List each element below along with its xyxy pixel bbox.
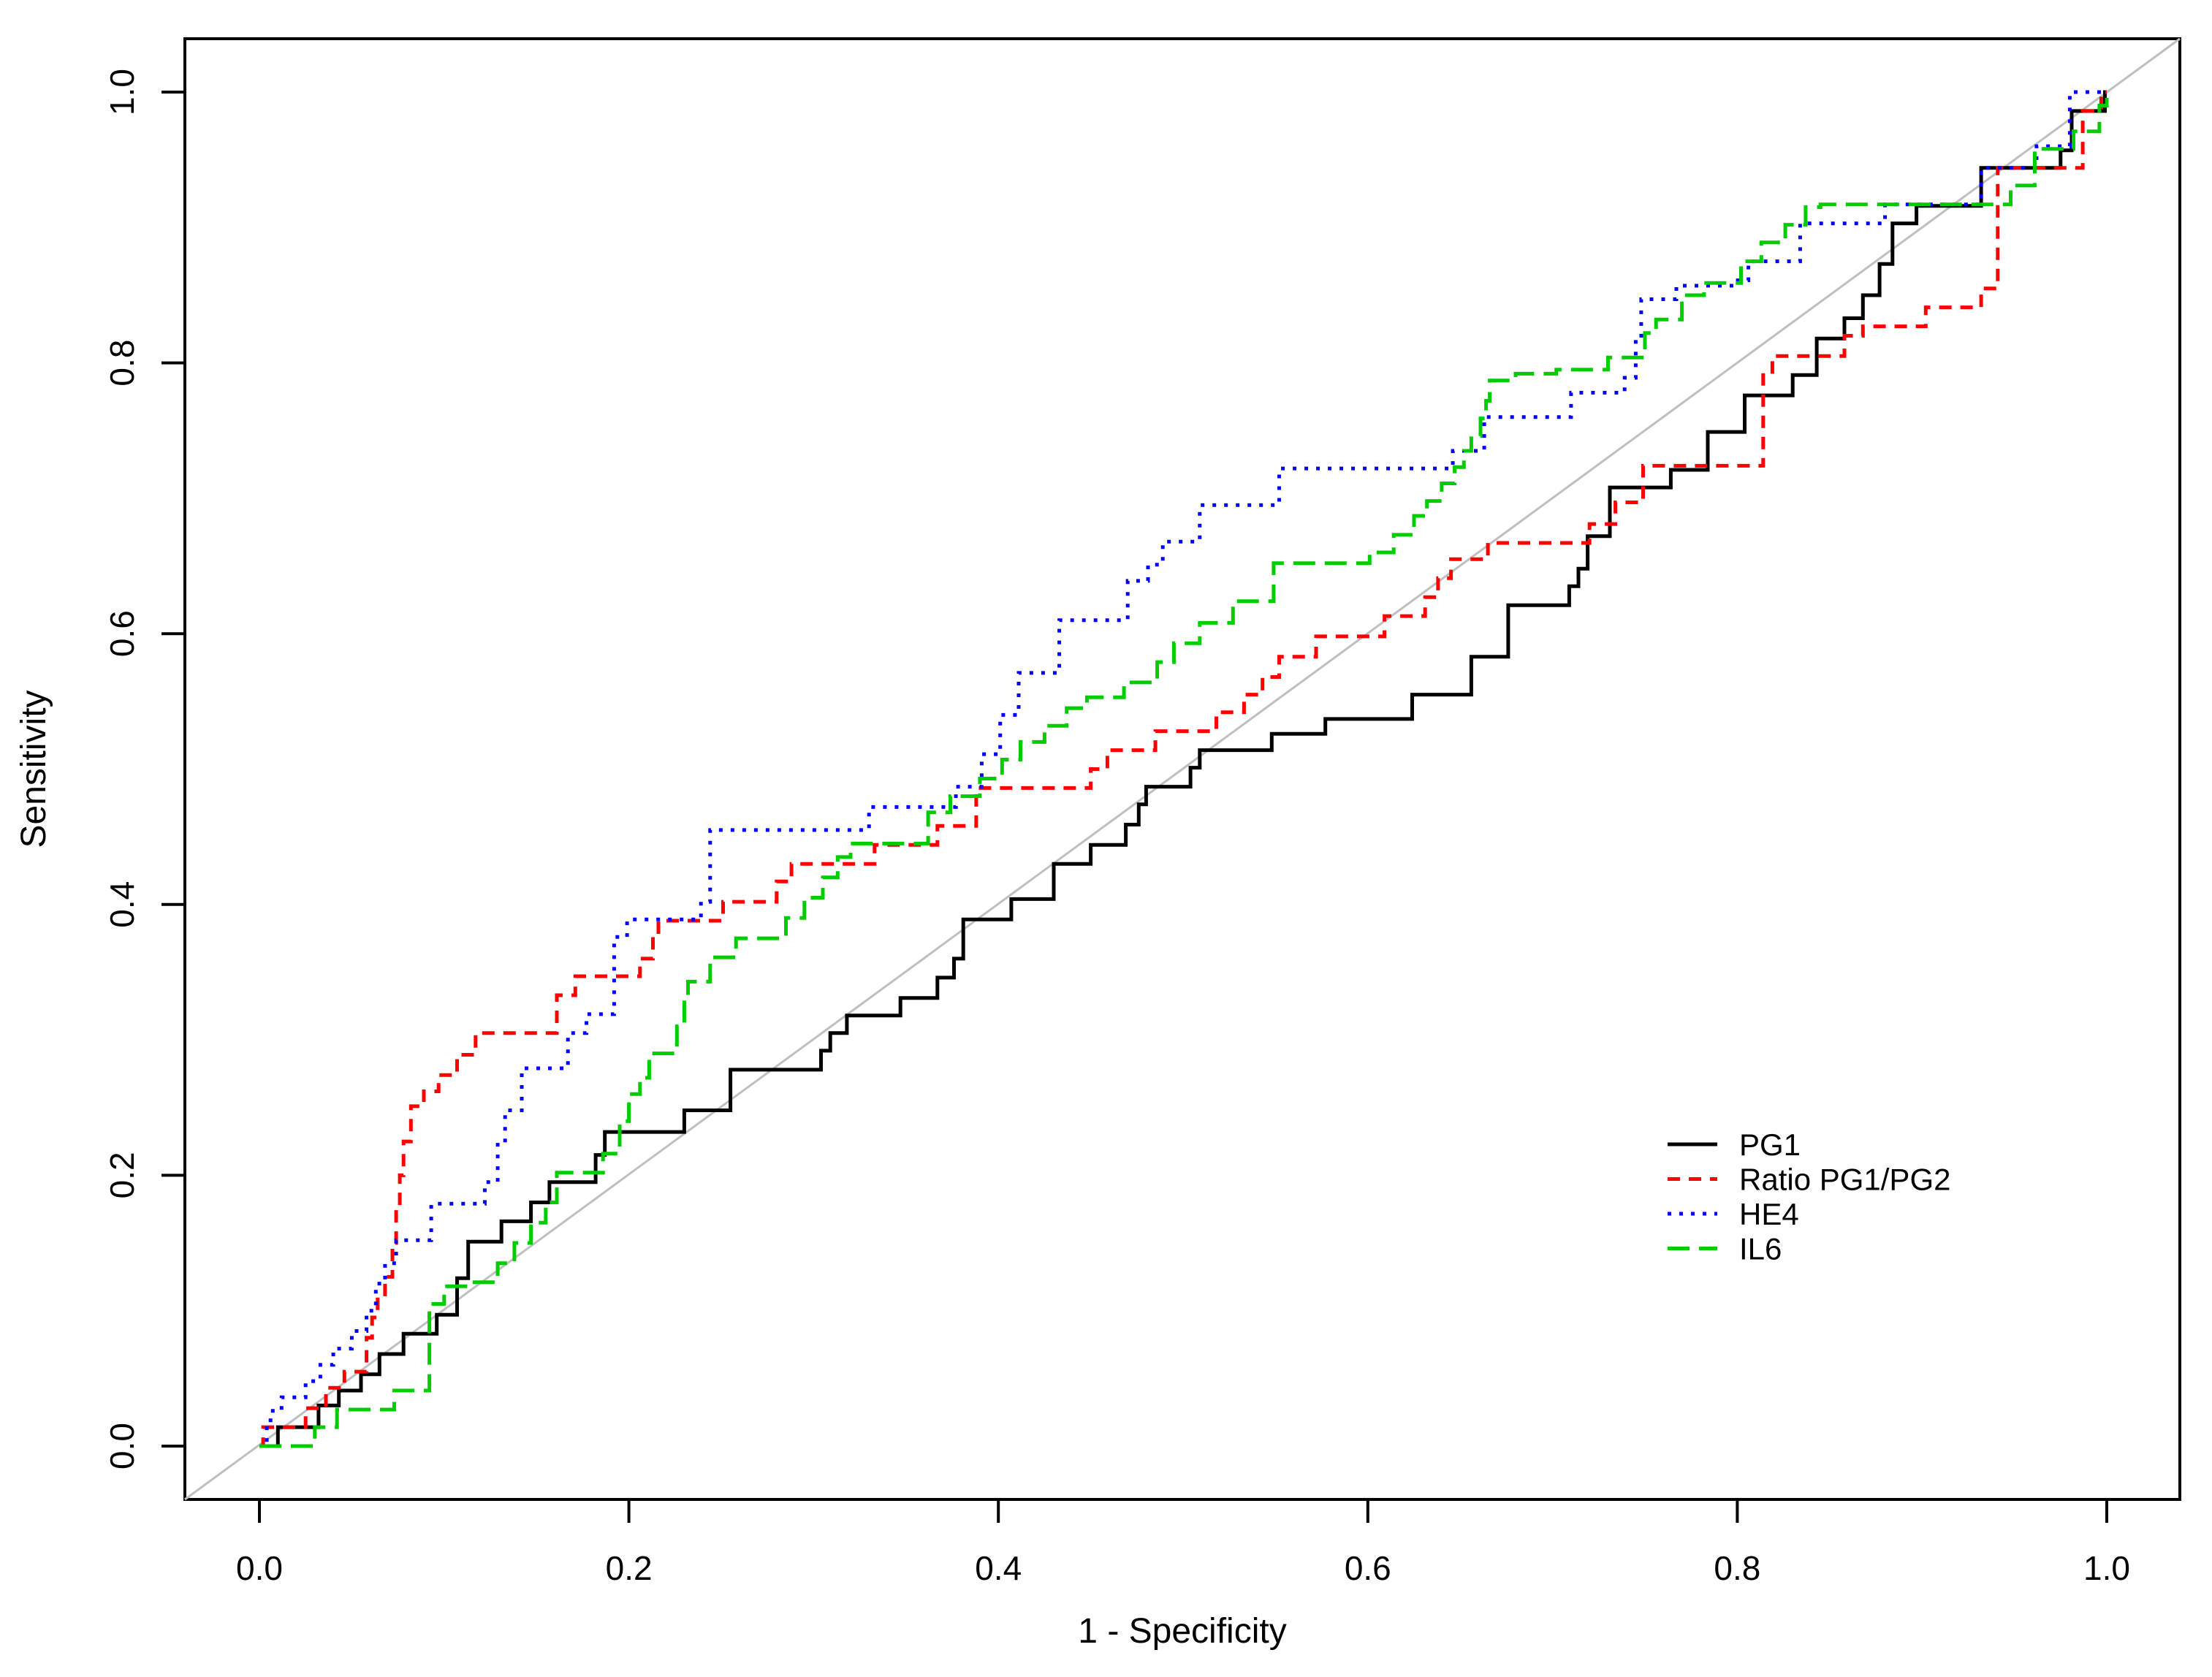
curve-pg1 [259,90,2107,1448]
y-axis-tick-label: 0.2 [103,1152,141,1198]
curve-he4 [259,90,2107,1448]
x-axis-tick-label: 0.6 [1345,1549,1391,1587]
y-axis-tick-label: 0.0 [103,1423,141,1469]
plot-box [183,37,2181,1501]
x-axis-tick-label: 0.4 [975,1549,1022,1587]
y-axis-title: Sensitivity [15,690,53,848]
x-axis-tick-label: 0.2 [606,1549,653,1587]
y-axis-tick-label: 0.6 [103,610,141,657]
legend-label: Ratio PG1/PG2 [1739,1163,1950,1197]
x-axis-tick-label: 0.0 [236,1549,283,1587]
y-axis-tick-label: 0.8 [103,340,141,387]
y-axis-tick-label: 1.0 [103,69,141,115]
reference-diagonal-line [184,37,2181,1501]
legend-label: HE4 [1739,1197,1799,1231]
legend-label: PG1 [1739,1127,1801,1162]
y-axis-tick-label: 0.4 [103,881,141,928]
x-axis-tick-label: 0.8 [1714,1549,1760,1587]
curve-il6 [259,92,2109,1448]
legend-label: IL6 [1739,1232,1782,1266]
x-axis-tick-label: 1.0 [2083,1549,2130,1587]
x-axis-title: 1 - Specificity [1078,1612,1286,1651]
